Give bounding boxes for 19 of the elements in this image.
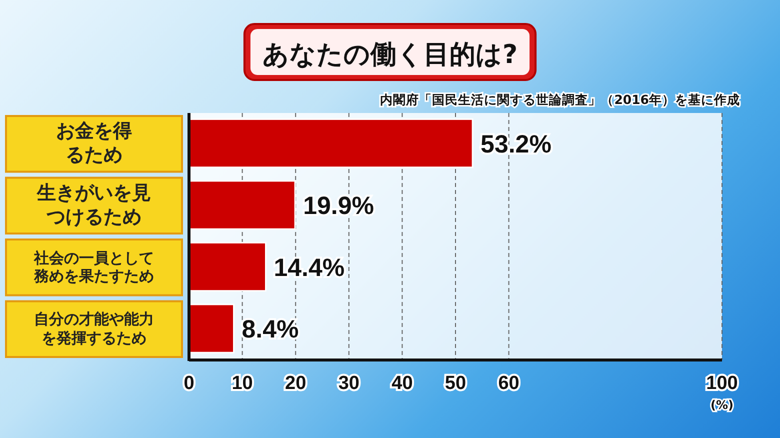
x-axis-title: (%)	[710, 398, 734, 412]
y-tick-label: 自分の才能や能力を発揮するため	[33, 310, 155, 348]
x-tick-label: 50	[444, 373, 466, 394]
data-label: 53.2%	[480, 130, 552, 158]
chart-title: あなたの働く目的は?	[262, 40, 518, 70]
data-label: 14.4%	[274, 254, 345, 282]
x-tick-label: 20	[285, 373, 306, 394]
y-tick-label: お金を得るため	[55, 120, 133, 168]
y-tick-label: 生きがいを見つけるため	[36, 182, 152, 230]
x-tick-label: 10	[232, 373, 253, 394]
x-tick-label: 40	[392, 373, 413, 394]
y-tick-label: 社会の一員として務めを果たすため	[33, 248, 155, 286]
x-tick-label: 60	[498, 373, 520, 394]
x-tick-label: 0	[184, 373, 194, 394]
data-label: 8.4%	[242, 316, 299, 344]
x-tick-label: 100	[706, 373, 738, 394]
data-label: 19.9%	[303, 192, 374, 220]
x-tick-label: 30	[338, 373, 360, 394]
chart-subtitle: 内閣府「国民生活に関する世論調査」（2016年）を基に作成	[380, 92, 740, 107]
